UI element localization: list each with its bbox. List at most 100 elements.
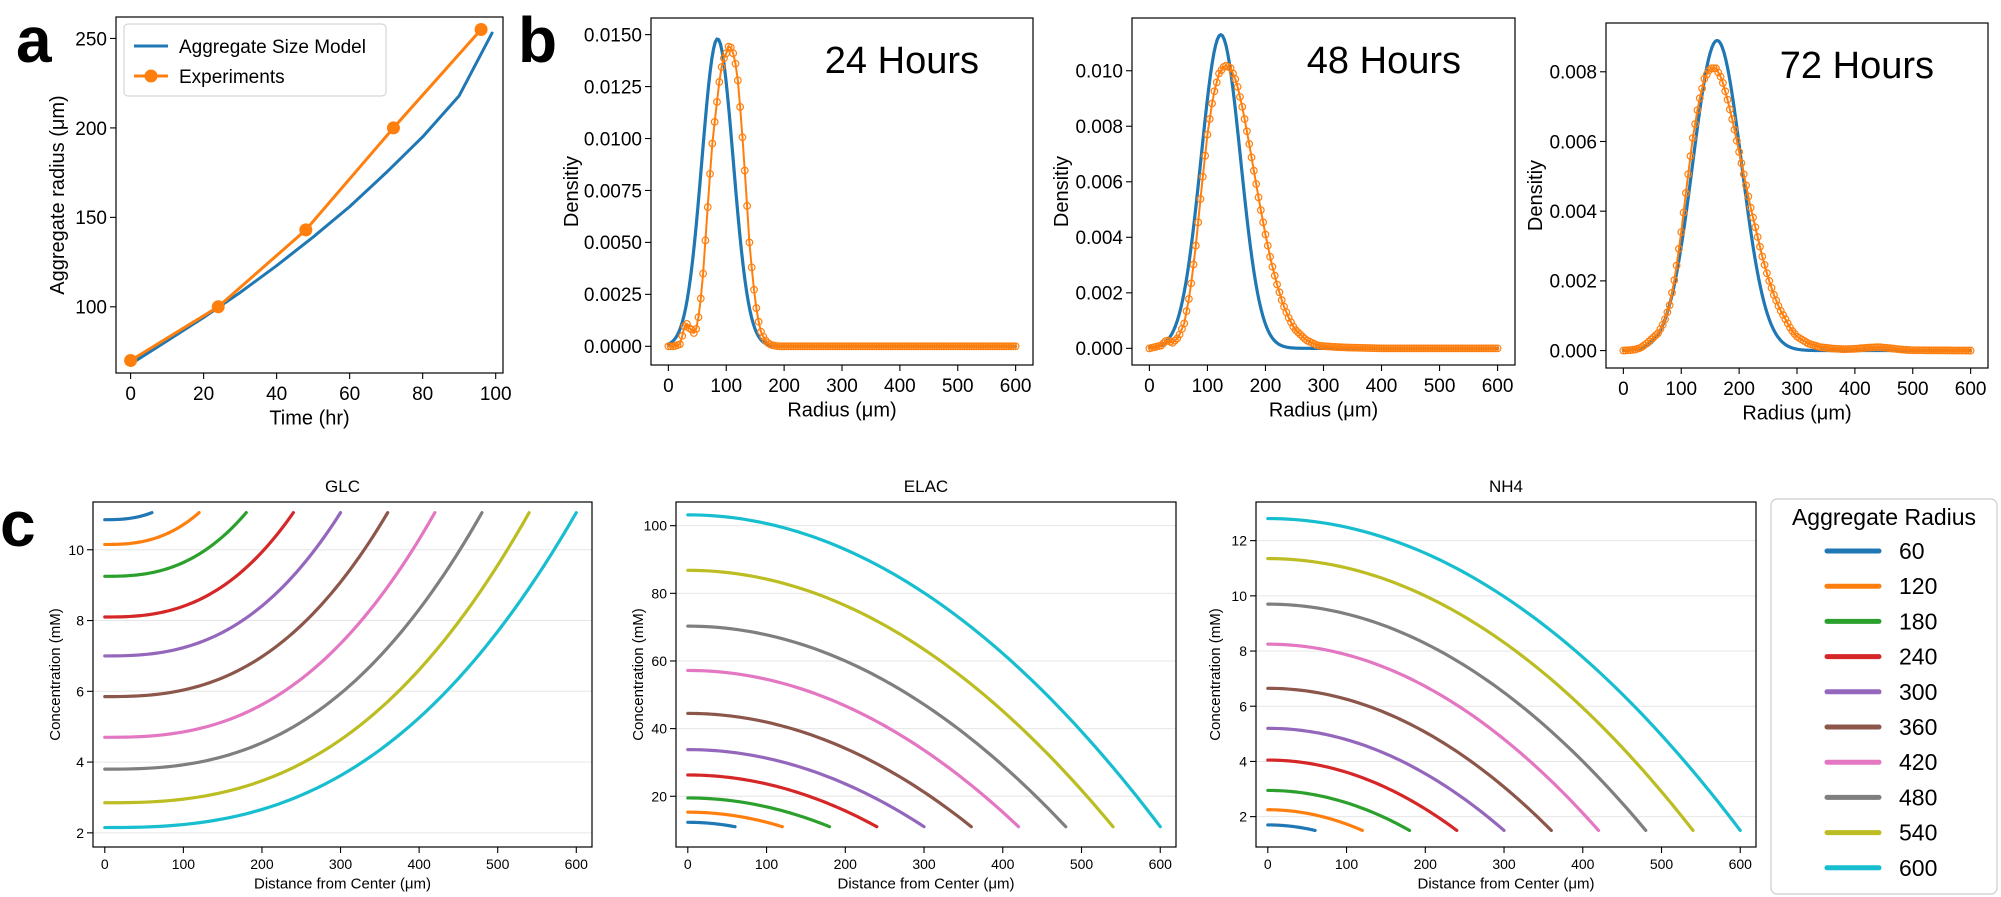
y-tick-label-b2-4: 0.008 [1075, 117, 1123, 138]
profile-line-c2-r420 [686, 668, 1021, 829]
plot-frame-c1 [92, 501, 593, 848]
legend-title: Aggregate Radius [1792, 504, 1976, 530]
series-line-aggregate-size-model [129, 31, 494, 366]
experiment-marker-b3-38 [1707, 64, 1716, 73]
experiment-marker-b3-20 [1665, 301, 1674, 310]
experiment-marker-b2-52 [1266, 252, 1275, 261]
legend-label-480: 480 [1899, 784, 1937, 810]
experiment-marker-b2-57 [1277, 296, 1286, 304]
experiment-marker-b3-31 [1691, 120, 1700, 128]
profile-line-c2-r300 [686, 747, 926, 829]
y-tick-label-b1-0: 0.0000 [584, 337, 642, 358]
experiment-marker-b2-38 [1233, 82, 1242, 91]
experiment-marker-b1-7 [680, 322, 689, 331]
x-tick-label-c3-6: 600 [1729, 856, 1753, 872]
profile-line-c3-r60 [1266, 823, 1317, 833]
profile-line-c1-r180 [103, 511, 248, 578]
experiment-marker-b2-64 [1294, 328, 1302, 337]
x-axis-label-b1: Radius (μm) [787, 400, 896, 422]
experiment-marker-b2-43 [1245, 140, 1254, 148]
experiment-marker-b1-21 [713, 98, 721, 106]
x-tick-label-c2-3: 300 [912, 856, 936, 872]
experiment-marker-b1-14 [696, 294, 705, 303]
experiment-marker-b3-19 [1663, 308, 1672, 317]
y-tick-label-c2-2: 60 [651, 653, 667, 669]
experiment-marker-b3-55 [1746, 203, 1755, 212]
profile-line-c2-r240 [686, 773, 879, 829]
y-tick-label-c2-0: 20 [651, 788, 667, 804]
x-tick-label-a-3: 60 [339, 384, 360, 405]
y-tick-label-c3-3: 8 [1239, 643, 1247, 659]
experiment-marker-b3-32 [1693, 106, 1702, 115]
profile-line-c1-r300 [103, 511, 343, 658]
experiment-marker-b2-55 [1273, 280, 1281, 289]
experiment-marker-b3-28 [1684, 170, 1693, 179]
experiment-marker-b1-20 [710, 117, 719, 126]
x-tick-label-c1-3: 300 [329, 856, 353, 872]
x-tick-label-b2-0: 0 [1144, 376, 1155, 397]
experiment-marker-b3-53 [1742, 181, 1750, 190]
x-tick-label-b3-1: 100 [1665, 379, 1697, 400]
experiment-marker-b2-54 [1270, 271, 1279, 280]
x-tick-label-b2-4: 400 [1366, 376, 1398, 397]
experiment-marker-b3-33 [1695, 94, 1704, 103]
x-tick-label-c3-3: 300 [1492, 856, 1516, 872]
annotation-b3: 72 Hours [1780, 45, 1934, 87]
profile-line-c1-r480 [103, 511, 484, 771]
experiment-marker-b1-38 [752, 304, 761, 312]
y-axis-label-b1: Densitiy [561, 156, 583, 227]
x-tick-label-c1-1: 100 [172, 856, 196, 872]
experiment-marker-b2-12 [1173, 334, 1182, 343]
y-tick-label-c3-0: 2 [1239, 809, 1247, 825]
x-tick-label-b1-3: 300 [826, 376, 858, 397]
x-tick-label-b3-6: 600 [1955, 379, 1987, 400]
experiment-marker-b2-25 [1203, 130, 1212, 139]
profile-line-c2-r480 [686, 624, 1068, 829]
profile-line-c2-r120 [686, 810, 784, 829]
experiment-marker-b3-15 [1654, 329, 1662, 338]
y-tick-label-b3-0: 0.000 [1549, 341, 1597, 362]
experiment-marker-b3-148 [1962, 346, 1970, 355]
experiment-marker-b2-51 [1263, 241, 1272, 250]
y-tick-label-c2-3: 80 [651, 585, 667, 601]
x-tick-label-b2-2: 200 [1250, 376, 1282, 397]
y-tick-label-a-1: 150 [75, 208, 107, 229]
experiment-marker-b3-46 [1725, 105, 1734, 114]
profile-line-c3-r300 [1266, 726, 1506, 833]
y-tick-label-a-3: 250 [75, 29, 107, 50]
plot-frame-a [115, 16, 504, 374]
x-tick-label-a-5: 100 [480, 384, 512, 405]
experiment-marker-b2-41 [1240, 115, 1249, 123]
legend-label-300: 300 [1899, 679, 1937, 705]
experiment-marker-b2-26 [1205, 115, 1214, 123]
x-axis-label-b2: Radius (μm) [1269, 400, 1378, 422]
profile-line-c3-r120 [1266, 808, 1364, 833]
y-tick-label-c3-1: 4 [1239, 753, 1247, 769]
annotation-b2: 48 Hours [1307, 40, 1461, 82]
chart-b3: 0 100 200 300 400 500 600 0.000 0.002 0.004 0.006 0… [1525, 22, 1989, 425]
chart-c1: 0 100 200 300 400 500 600 2 4 6 8 10 Distance from C… [47, 477, 593, 893]
experiment-marker-b3-26 [1679, 208, 1688, 217]
experiment-marker-b2-65 [1296, 330, 1305, 339]
experiment-marker-b2-15 [1180, 319, 1189, 328]
x-axis-label-b3: Radius (μm) [1742, 403, 1851, 425]
x-axis-label-a: Time (hr) [269, 408, 349, 430]
y-tick-label-c1-3: 8 [76, 613, 84, 629]
x-tick-label-a-2: 40 [266, 384, 287, 405]
experiment-curve-b2 [1148, 64, 1499, 350]
y-tick-label-a-2: 200 [75, 119, 107, 140]
legend-label-experiments: Experiments [179, 67, 285, 88]
experiment-marker-b3-9 [1640, 341, 1649, 350]
experiment-marker-b1-18 [706, 169, 714, 178]
y-tick-label-b2-5: 0.010 [1075, 62, 1123, 83]
experiment-marker-b1-15 [699, 269, 707, 278]
experiment-marker-b2-150 [1493, 344, 1502, 353]
y-tick-label-c3-5: 12 [1231, 533, 1247, 549]
data-point-experiments-4 [474, 23, 488, 37]
experiment-marker-b3-39 [1709, 64, 1718, 73]
y-tick-label-c3-4: 10 [1231, 588, 1247, 604]
profile-line-c3-r180 [1266, 788, 1412, 833]
profile-line-c1-r420 [103, 511, 437, 739]
experiment-marker-b2-23 [1198, 172, 1207, 181]
experiment-marker-b3-70 [1781, 315, 1790, 324]
